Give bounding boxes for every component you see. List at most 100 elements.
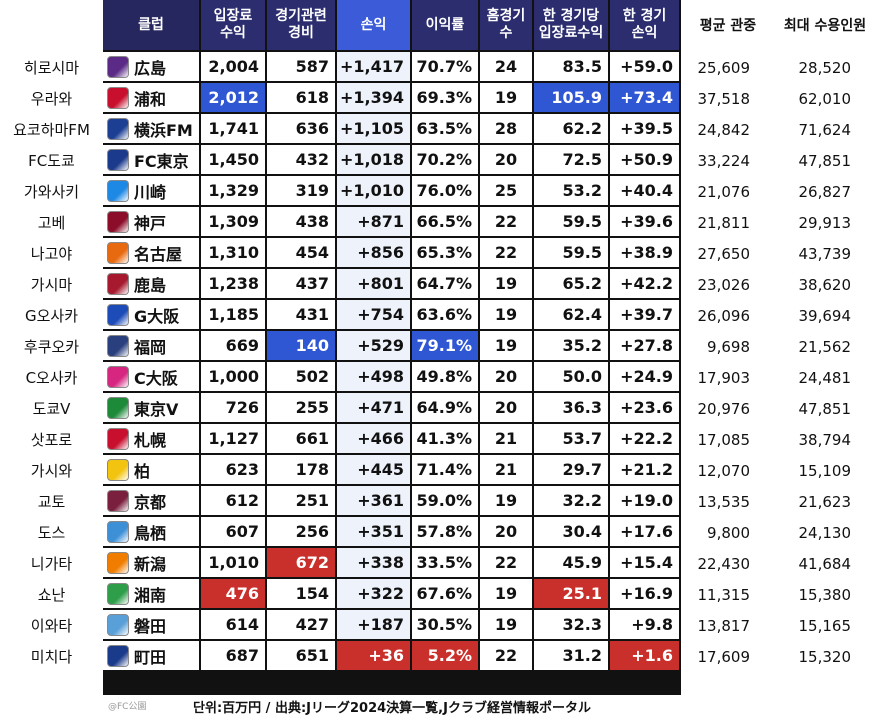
cell-rpg: 50.0 bbox=[534, 362, 610, 393]
cell-profit: +1,010 bbox=[337, 176, 412, 207]
cell-ppg: +59.0 bbox=[610, 52, 681, 83]
club-cell: FC東京 bbox=[103, 145, 201, 176]
club-name: FC東京 bbox=[134, 151, 189, 171]
cell-home: 21 bbox=[480, 455, 534, 486]
header-capacity: 최대 수용인원 bbox=[783, 18, 867, 34]
cell-rpg: 65.2 bbox=[534, 269, 610, 300]
avispa-icon bbox=[107, 334, 129, 357]
cell-cost: 618 bbox=[267, 83, 337, 114]
cell-margin: 70.7% bbox=[412, 52, 480, 83]
capacity-value: 15,380 bbox=[798, 586, 852, 604]
korean-club-name: 교토 bbox=[37, 493, 66, 511]
cell-revenue: 1,329 bbox=[201, 176, 267, 207]
club-cell: 神戸 bbox=[103, 207, 201, 238]
cell-profit: +361 bbox=[337, 486, 412, 517]
cell-margin: 64.9% bbox=[412, 393, 480, 424]
korean-club-name: 우라와 bbox=[30, 90, 73, 108]
cell-revenue: 1,450 bbox=[201, 145, 267, 176]
fc-tokyo-icon bbox=[107, 148, 129, 171]
header-home: 홈경기 수 bbox=[480, 0, 534, 52]
avg-attendance-value: 11,315 bbox=[697, 586, 751, 604]
header-avg-attendance: 평균 관중 bbox=[699, 18, 757, 34]
cell-profit: +187 bbox=[337, 610, 412, 641]
avg-attendance-value: 13,535 bbox=[697, 493, 751, 511]
cell-revenue: 726 bbox=[201, 393, 267, 424]
korean-club-name: C오사카 bbox=[25, 369, 78, 387]
cell-margin: 30.5% bbox=[412, 610, 480, 641]
capacity-value: 15,320 bbox=[798, 648, 852, 666]
club-cell: 福岡 bbox=[103, 331, 201, 362]
cell-cost: 651 bbox=[267, 641, 337, 672]
avg-attendance-value: 12,070 bbox=[697, 462, 751, 480]
cell-cost: 502 bbox=[267, 362, 337, 393]
cell-revenue: 1,309 bbox=[201, 207, 267, 238]
footer-source: 단위:百万円 / 出典:Jリーグ2024決算一覧,Jクラブ経営情報ポータル bbox=[193, 701, 591, 716]
cell-home: 19 bbox=[480, 83, 534, 114]
club-name: 京都 bbox=[134, 492, 167, 512]
grampus-icon bbox=[107, 241, 129, 264]
table-row: 新潟 1,010 672 +338 33.5% 22 45.9 +15.4 bbox=[103, 548, 681, 579]
korean-club-name: 나고야 bbox=[30, 245, 73, 263]
cell-home: 20 bbox=[480, 362, 534, 393]
capacity-value: 15,109 bbox=[798, 462, 852, 480]
club-name: 磐田 bbox=[134, 616, 167, 636]
cell-rpg: 30.4 bbox=[534, 517, 610, 548]
cell-revenue: 1,238 bbox=[201, 269, 267, 300]
header-revenue: 입장료 수익 bbox=[201, 0, 267, 52]
club-cell: 横浜FM bbox=[103, 114, 201, 145]
club-cell: 柏 bbox=[103, 455, 201, 486]
cell-profit: +445 bbox=[337, 455, 412, 486]
cell-home: 28 bbox=[480, 114, 534, 145]
cell-rpg: 105.9 bbox=[534, 83, 610, 114]
cell-revenue: 614 bbox=[201, 610, 267, 641]
avg-attendance-value: 17,085 bbox=[697, 431, 751, 449]
avg-attendance-value: 25,609 bbox=[697, 59, 751, 77]
cell-ppg: +27.8 bbox=[610, 331, 681, 362]
header-margin: 이익률 bbox=[412, 0, 480, 52]
cell-cost: 140 bbox=[267, 331, 337, 362]
cell-margin: 33.5% bbox=[412, 548, 480, 579]
cell-revenue: 1,310 bbox=[201, 238, 267, 269]
cell-ppg: +15.4 bbox=[610, 548, 681, 579]
cell-ppg: +1.6 bbox=[610, 641, 681, 672]
club-name: 浦和 bbox=[134, 89, 167, 109]
cell-revenue: 2,012 bbox=[201, 83, 267, 114]
korean-club-name: 도스 bbox=[37, 524, 66, 542]
sagan-icon bbox=[107, 520, 129, 543]
cell-rpg: 36.3 bbox=[534, 393, 610, 424]
capacity-value: 43,739 bbox=[798, 245, 852, 263]
cell-ppg: +24.9 bbox=[610, 362, 681, 393]
cell-cost: 255 bbox=[267, 393, 337, 424]
header-cost: 경기관련 경비 bbox=[267, 0, 337, 52]
avg-attendance-value: 33,224 bbox=[697, 152, 751, 170]
cell-rpg: 62.2 bbox=[534, 114, 610, 145]
korean-club-name: 가시와 bbox=[30, 462, 73, 480]
cell-profit: +754 bbox=[337, 300, 412, 331]
cell-profit: +498 bbox=[337, 362, 412, 393]
cell-ppg: +39.5 bbox=[610, 114, 681, 145]
cell-home: 19 bbox=[480, 610, 534, 641]
watermark: @FC公園 bbox=[108, 702, 147, 712]
cell-profit: +1,105 bbox=[337, 114, 412, 145]
cell-cost: 427 bbox=[267, 610, 337, 641]
club-name: 名古屋 bbox=[134, 244, 183, 264]
cell-ppg: +40.4 bbox=[610, 176, 681, 207]
cell-revenue: 2,004 bbox=[201, 52, 267, 83]
club-name: 東京V bbox=[134, 399, 179, 419]
capacity-value: 39,694 bbox=[798, 307, 852, 325]
cell-ppg: +39.7 bbox=[610, 300, 681, 331]
cell-ppg: +17.6 bbox=[610, 517, 681, 548]
club-name: 鳥栖 bbox=[134, 523, 167, 543]
cell-margin: 63.6% bbox=[412, 300, 480, 331]
header-row: 클럽 입장료 수익 경기관련 경비 손익 이익률 홈경기 수 한 경기당 입장료… bbox=[103, 0, 681, 52]
capacity-value: 47,851 bbox=[798, 152, 852, 170]
cell-profit: +1,394 bbox=[337, 83, 412, 114]
avg-attendance-value: 13,817 bbox=[697, 617, 751, 635]
club-name: 湘南 bbox=[134, 585, 167, 605]
cell-ppg: +73.4 bbox=[610, 83, 681, 114]
cell-profit: +529 bbox=[337, 331, 412, 362]
club-cell: C大阪 bbox=[103, 362, 201, 393]
cell-ppg: +21.2 bbox=[610, 455, 681, 486]
cell-cost: 438 bbox=[267, 207, 337, 238]
cell-margin: 71.4% bbox=[412, 455, 480, 486]
